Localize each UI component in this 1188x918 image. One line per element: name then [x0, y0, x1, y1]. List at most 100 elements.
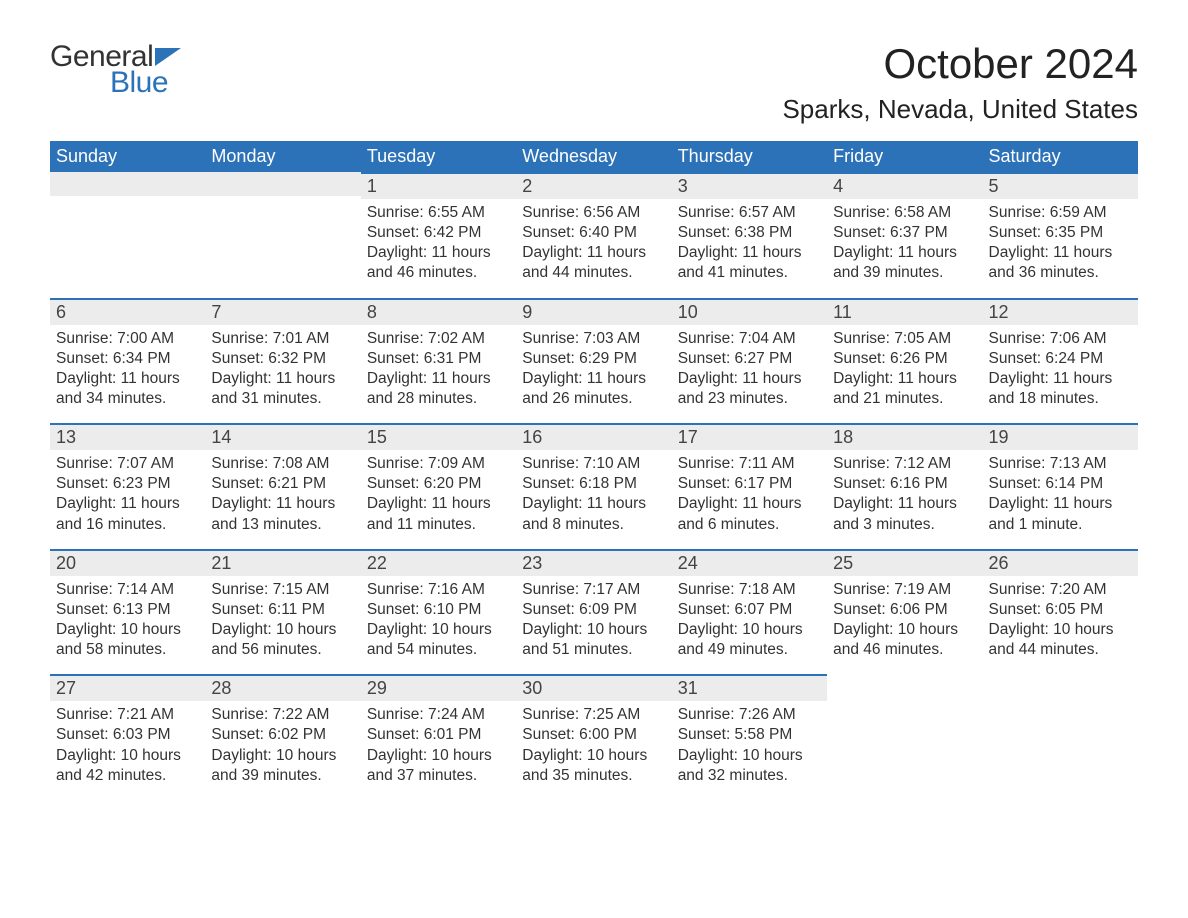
day2-text: and 56 minutes.	[211, 640, 354, 660]
sunset-text: Sunset: 6:03 PM	[56, 725, 199, 745]
day1-text: Daylight: 10 hours	[367, 620, 510, 640]
day-number: 27	[50, 674, 205, 701]
calendar-cell: 24Sunrise: 7:18 AMSunset: 6:07 PMDayligh…	[672, 549, 827, 675]
cell-body: Sunrise: 6:58 AMSunset: 6:37 PMDaylight:…	[827, 199, 982, 298]
day1-text: Daylight: 10 hours	[833, 620, 976, 640]
day2-text: and 44 minutes.	[989, 640, 1132, 660]
day1-text: Daylight: 11 hours	[522, 494, 665, 514]
week-row: 13Sunrise: 7:07 AMSunset: 6:23 PMDayligh…	[50, 423, 1138, 549]
calendar-cell: 27Sunrise: 7:21 AMSunset: 6:03 PMDayligh…	[50, 674, 205, 800]
day-number	[205, 172, 360, 196]
day2-text: and 36 minutes.	[989, 263, 1132, 283]
sunset-text: Sunset: 6:26 PM	[833, 349, 976, 369]
day2-text: and 23 minutes.	[678, 389, 821, 409]
sunset-text: Sunset: 5:58 PM	[678, 725, 821, 745]
day-header-wednesday: Wednesday	[516, 141, 671, 172]
day-headers-row: Sunday Monday Tuesday Wednesday Thursday…	[50, 141, 1138, 172]
calendar-cell: 14Sunrise: 7:08 AMSunset: 6:21 PMDayligh…	[205, 423, 360, 549]
calendar-cell: 25Sunrise: 7:19 AMSunset: 6:06 PMDayligh…	[827, 549, 982, 675]
day1-text: Daylight: 11 hours	[367, 369, 510, 389]
calendar-cell: 29Sunrise: 7:24 AMSunset: 6:01 PMDayligh…	[361, 674, 516, 800]
day1-text: Daylight: 10 hours	[56, 746, 199, 766]
day-number: 20	[50, 549, 205, 576]
sunset-text: Sunset: 6:31 PM	[367, 349, 510, 369]
sunset-text: Sunset: 6:16 PM	[833, 474, 976, 494]
day-number: 21	[205, 549, 360, 576]
day1-text: Daylight: 11 hours	[678, 494, 821, 514]
cell-body: Sunrise: 7:05 AMSunset: 6:26 PMDaylight:…	[827, 325, 982, 424]
sunrise-text: Sunrise: 7:22 AM	[211, 705, 354, 725]
day2-text: and 6 minutes.	[678, 515, 821, 535]
sunset-text: Sunset: 6:34 PM	[56, 349, 199, 369]
calendar-cell: 5Sunrise: 6:59 AMSunset: 6:35 PMDaylight…	[983, 172, 1138, 298]
day-number: 11	[827, 298, 982, 325]
day2-text: and 37 minutes.	[367, 766, 510, 786]
day-number: 30	[516, 674, 671, 701]
logo-text-blue: Blue	[110, 66, 168, 100]
cell-body: Sunrise: 7:18 AMSunset: 6:07 PMDaylight:…	[672, 576, 827, 675]
week-row: 27Sunrise: 7:21 AMSunset: 6:03 PMDayligh…	[50, 674, 1138, 800]
sunset-text: Sunset: 6:17 PM	[678, 474, 821, 494]
day1-text: Daylight: 10 hours	[989, 620, 1132, 640]
calendar-cell: 12Sunrise: 7:06 AMSunset: 6:24 PMDayligh…	[983, 298, 1138, 424]
calendar-cell	[50, 172, 205, 298]
day1-text: Daylight: 11 hours	[678, 243, 821, 263]
cell-body: Sunrise: 7:07 AMSunset: 6:23 PMDaylight:…	[50, 450, 205, 549]
day-number: 8	[361, 298, 516, 325]
sunrise-text: Sunrise: 7:03 AM	[522, 329, 665, 349]
logo: General Blue	[50, 40, 181, 100]
day1-text: Daylight: 10 hours	[211, 746, 354, 766]
calendar-cell: 18Sunrise: 7:12 AMSunset: 6:16 PMDayligh…	[827, 423, 982, 549]
sunset-text: Sunset: 6:18 PM	[522, 474, 665, 494]
calendar-cell: 3Sunrise: 6:57 AMSunset: 6:38 PMDaylight…	[672, 172, 827, 298]
sunrise-text: Sunrise: 7:18 AM	[678, 580, 821, 600]
day1-text: Daylight: 11 hours	[522, 369, 665, 389]
day-number: 15	[361, 423, 516, 450]
day-number	[827, 674, 982, 698]
day2-text: and 51 minutes.	[522, 640, 665, 660]
cell-body: Sunrise: 7:03 AMSunset: 6:29 PMDaylight:…	[516, 325, 671, 424]
calendar-cell: 26Sunrise: 7:20 AMSunset: 6:05 PMDayligh…	[983, 549, 1138, 675]
sunrise-text: Sunrise: 7:04 AM	[678, 329, 821, 349]
sunrise-text: Sunrise: 7:09 AM	[367, 454, 510, 474]
day2-text: and 32 minutes.	[678, 766, 821, 786]
day-number: 5	[983, 172, 1138, 199]
cell-body: Sunrise: 7:04 AMSunset: 6:27 PMDaylight:…	[672, 325, 827, 424]
day-header-monday: Monday	[205, 141, 360, 172]
day2-text: and 18 minutes.	[989, 389, 1132, 409]
sunrise-text: Sunrise: 7:20 AM	[989, 580, 1132, 600]
calendar-cell: 23Sunrise: 7:17 AMSunset: 6:09 PMDayligh…	[516, 549, 671, 675]
sunrise-text: Sunrise: 7:13 AM	[989, 454, 1132, 474]
sunset-text: Sunset: 6:37 PM	[833, 223, 976, 243]
cell-body: Sunrise: 7:19 AMSunset: 6:06 PMDaylight:…	[827, 576, 982, 675]
sunrise-text: Sunrise: 7:25 AM	[522, 705, 665, 725]
day1-text: Daylight: 10 hours	[211, 620, 354, 640]
sunrise-text: Sunrise: 7:07 AM	[56, 454, 199, 474]
day-header-thursday: Thursday	[672, 141, 827, 172]
day2-text: and 35 minutes.	[522, 766, 665, 786]
day2-text: and 46 minutes.	[367, 263, 510, 283]
flag-icon	[155, 48, 181, 66]
day-number: 28	[205, 674, 360, 701]
day-number: 19	[983, 423, 1138, 450]
sunset-text: Sunset: 6:20 PM	[367, 474, 510, 494]
sunset-text: Sunset: 6:01 PM	[367, 725, 510, 745]
sunrise-text: Sunrise: 7:08 AM	[211, 454, 354, 474]
sunrise-text: Sunrise: 6:57 AM	[678, 203, 821, 223]
day2-text: and 42 minutes.	[56, 766, 199, 786]
cell-body: Sunrise: 7:21 AMSunset: 6:03 PMDaylight:…	[50, 701, 205, 800]
sunrise-text: Sunrise: 6:59 AM	[989, 203, 1132, 223]
day2-text: and 44 minutes.	[522, 263, 665, 283]
sunset-text: Sunset: 6:00 PM	[522, 725, 665, 745]
day2-text: and 26 minutes.	[522, 389, 665, 409]
calendar-cell: 2Sunrise: 6:56 AMSunset: 6:40 PMDaylight…	[516, 172, 671, 298]
cell-body: Sunrise: 7:17 AMSunset: 6:09 PMDaylight:…	[516, 576, 671, 675]
sunset-text: Sunset: 6:06 PM	[833, 600, 976, 620]
day1-text: Daylight: 10 hours	[678, 620, 821, 640]
cell-body: Sunrise: 7:06 AMSunset: 6:24 PMDaylight:…	[983, 325, 1138, 424]
calendar-cell: 6Sunrise: 7:00 AMSunset: 6:34 PMDaylight…	[50, 298, 205, 424]
calendar-cell: 21Sunrise: 7:15 AMSunset: 6:11 PMDayligh…	[205, 549, 360, 675]
day-number: 3	[672, 172, 827, 199]
sunset-text: Sunset: 6:11 PM	[211, 600, 354, 620]
calendar-cell: 20Sunrise: 7:14 AMSunset: 6:13 PMDayligh…	[50, 549, 205, 675]
